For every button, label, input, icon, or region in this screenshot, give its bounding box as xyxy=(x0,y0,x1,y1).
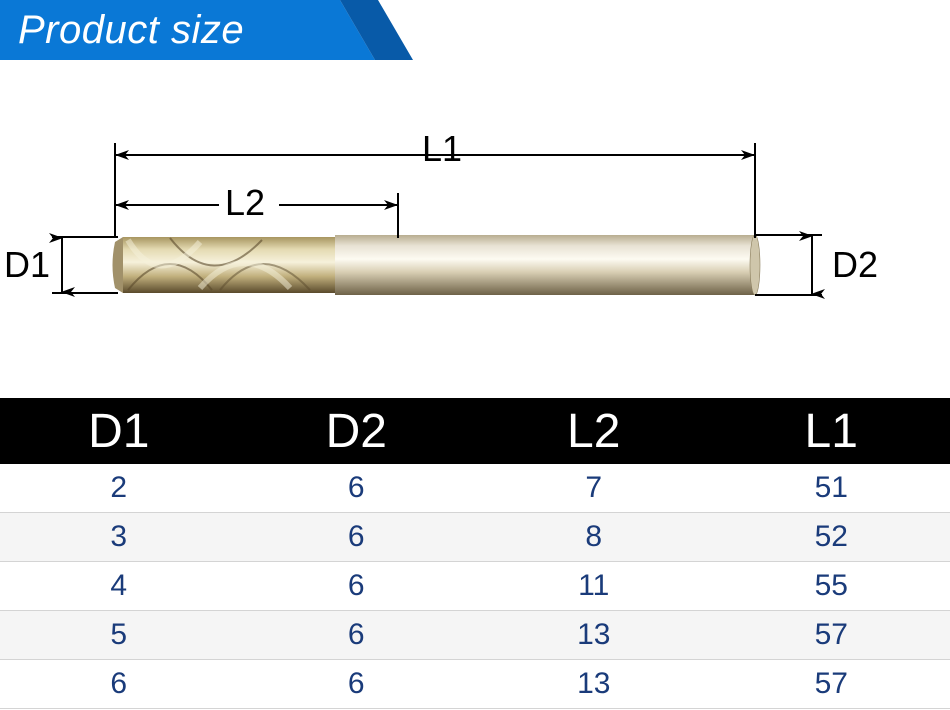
table-cell: 2 xyxy=(0,471,238,505)
label-l2: L2 xyxy=(225,182,265,224)
table-cell: 57 xyxy=(713,667,950,701)
table-cell: 6 xyxy=(238,667,476,701)
table-cell: 6 xyxy=(238,520,476,554)
table-row: 561357 xyxy=(0,611,950,660)
table-cell: 5 xyxy=(0,618,238,652)
table-cell: 8 xyxy=(475,520,713,554)
table-cell: 13 xyxy=(475,667,713,701)
table-cell: 3 xyxy=(0,520,238,554)
label-l1: L1 xyxy=(422,128,462,170)
table-cell: 57 xyxy=(713,618,950,652)
table-cell: 6 xyxy=(0,667,238,701)
label-d2: D2 xyxy=(832,244,878,286)
banner: Product size xyxy=(0,0,950,60)
diagram-svg xyxy=(0,60,950,398)
table-cell: 6 xyxy=(238,471,476,505)
banner-title: Product size xyxy=(18,0,244,60)
diagram-area: L1 L2 D1 D2 xyxy=(0,60,950,398)
table-header: D1 D2 L2 L1 xyxy=(0,398,950,464)
th-l2: L2 xyxy=(475,404,713,459)
size-table: D1 D2 L2 L1 2675136852461155561357661357 xyxy=(0,398,950,709)
table-cell: 55 xyxy=(713,569,950,603)
th-d1: D1 xyxy=(0,404,238,459)
table-cell: 11 xyxy=(475,569,713,603)
table-cell: 6 xyxy=(238,618,476,652)
table-cell: 52 xyxy=(713,520,950,554)
table-cell: 51 xyxy=(713,471,950,505)
table-cell: 7 xyxy=(475,471,713,505)
table-row: 661357 xyxy=(0,660,950,709)
table-row: 461155 xyxy=(0,562,950,611)
th-d2: D2 xyxy=(238,404,476,459)
table-cell: 4 xyxy=(0,569,238,603)
th-l1: L1 xyxy=(713,404,950,459)
table-cell: 13 xyxy=(475,618,713,652)
table-row: 26751 xyxy=(0,464,950,513)
table-cell: 6 xyxy=(238,569,476,603)
label-d1: D1 xyxy=(4,244,50,286)
table-row: 36852 xyxy=(0,513,950,562)
table-body: 2675136852461155561357661357 xyxy=(0,464,950,709)
